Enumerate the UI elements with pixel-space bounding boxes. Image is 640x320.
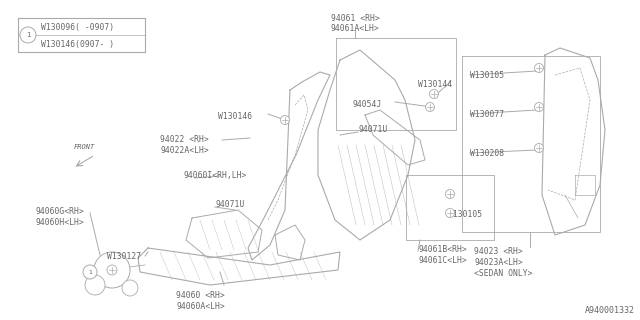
Circle shape xyxy=(94,252,130,288)
Text: 94060I<RH,LH>: 94060I<RH,LH> xyxy=(183,171,246,180)
Circle shape xyxy=(534,102,543,111)
Circle shape xyxy=(426,102,435,111)
Text: 94022A<LH>: 94022A<LH> xyxy=(160,146,209,155)
Text: 94061 <RH>: 94061 <RH> xyxy=(331,14,380,23)
Text: 94060H<LH>: 94060H<LH> xyxy=(35,218,84,227)
Text: 94071U: 94071U xyxy=(215,200,244,209)
Text: 94061C<LH>: 94061C<LH> xyxy=(418,256,467,265)
Circle shape xyxy=(280,116,289,124)
Text: 94022 <RH>: 94022 <RH> xyxy=(160,135,209,144)
Circle shape xyxy=(445,209,454,218)
Circle shape xyxy=(85,275,105,295)
Text: A940001332: A940001332 xyxy=(585,306,635,315)
Circle shape xyxy=(534,143,543,153)
Text: 94060 <RH>: 94060 <RH> xyxy=(176,291,225,300)
Text: W130146(0907- ): W130146(0907- ) xyxy=(41,40,114,49)
Text: 94061B<RH>: 94061B<RH> xyxy=(418,245,467,254)
Text: W130146: W130146 xyxy=(218,112,252,121)
Text: 94023A<LH>: 94023A<LH> xyxy=(474,258,523,267)
Text: 94060A<LH>: 94060A<LH> xyxy=(176,302,225,311)
Text: 94023 <RH>: 94023 <RH> xyxy=(474,247,523,256)
Circle shape xyxy=(534,63,543,73)
Text: 1: 1 xyxy=(88,269,92,275)
Text: W130105: W130105 xyxy=(470,71,504,80)
Text: W130208: W130208 xyxy=(470,149,504,158)
Text: W130077: W130077 xyxy=(470,110,504,119)
Text: 94054J: 94054J xyxy=(352,100,381,109)
Text: FRONT: FRONT xyxy=(74,144,95,150)
Text: 94071U: 94071U xyxy=(358,125,387,134)
Text: <SEDAN ONLY>: <SEDAN ONLY> xyxy=(474,269,532,278)
Text: W130096( -0907): W130096( -0907) xyxy=(41,23,114,32)
Circle shape xyxy=(429,90,438,99)
Circle shape xyxy=(20,27,36,43)
Circle shape xyxy=(122,280,138,296)
Text: 94061A<LH>: 94061A<LH> xyxy=(331,24,380,33)
Text: 94060G<RH>: 94060G<RH> xyxy=(35,207,84,216)
Text: W130105: W130105 xyxy=(448,210,482,219)
Text: W130144: W130144 xyxy=(418,80,452,89)
Circle shape xyxy=(445,189,454,198)
Text: 1: 1 xyxy=(26,32,30,38)
Text: W130127: W130127 xyxy=(107,252,141,261)
Circle shape xyxy=(83,265,97,279)
Circle shape xyxy=(107,265,117,275)
